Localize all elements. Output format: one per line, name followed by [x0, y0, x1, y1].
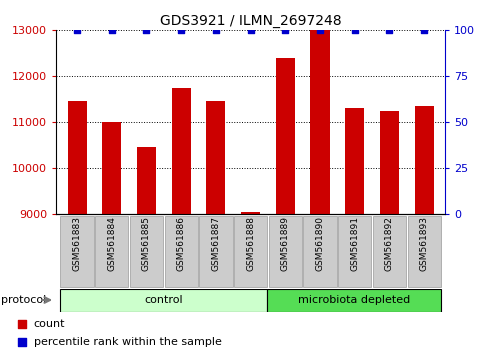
Text: GSM561889: GSM561889: [280, 216, 289, 272]
Bar: [372, 216, 406, 287]
Bar: [206, 101, 225, 214]
Text: GSM561886: GSM561886: [176, 216, 185, 272]
Point: [73, 27, 81, 33]
Bar: [102, 122, 121, 214]
Bar: [61, 216, 94, 287]
Text: control: control: [144, 295, 183, 305]
Point: [246, 27, 254, 33]
Point: [281, 27, 288, 33]
Bar: [275, 58, 294, 214]
Bar: [199, 216, 232, 287]
Bar: [303, 216, 336, 287]
Point: [212, 27, 220, 33]
Text: microbiota depleted: microbiota depleted: [297, 295, 409, 305]
Text: count: count: [34, 319, 65, 329]
Point: [419, 27, 427, 33]
Bar: [129, 216, 163, 287]
Text: percentile rank within the sample: percentile rank within the sample: [34, 337, 221, 348]
Bar: [241, 212, 260, 214]
Bar: [379, 110, 398, 214]
Bar: [345, 108, 364, 214]
Bar: [171, 87, 190, 214]
Point: [177, 27, 185, 33]
Bar: [337, 216, 371, 287]
Text: GSM561884: GSM561884: [107, 216, 116, 271]
Point: [142, 27, 150, 33]
Bar: [137, 147, 156, 214]
Bar: [268, 216, 302, 287]
Text: GSM561888: GSM561888: [245, 216, 255, 272]
Point: [18, 321, 25, 327]
Point: [350, 27, 358, 33]
Text: GSM561892: GSM561892: [384, 216, 393, 271]
Bar: [267, 289, 440, 312]
Point: [315, 27, 323, 33]
Text: protocol: protocol: [1, 295, 46, 305]
Text: GSM561883: GSM561883: [72, 216, 81, 272]
Bar: [407, 216, 440, 287]
Title: GDS3921 / ILMN_2697248: GDS3921 / ILMN_2697248: [160, 14, 341, 28]
Text: GSM561887: GSM561887: [211, 216, 220, 272]
Bar: [61, 289, 267, 312]
Text: GSM561885: GSM561885: [142, 216, 151, 272]
Bar: [67, 101, 86, 214]
Text: GSM561890: GSM561890: [315, 216, 324, 272]
Bar: [310, 30, 329, 214]
Bar: [164, 216, 198, 287]
Bar: [95, 216, 128, 287]
Bar: [233, 216, 267, 287]
Bar: [414, 106, 433, 214]
Text: GSM561893: GSM561893: [419, 216, 428, 272]
Point: [18, 340, 25, 346]
Point: [108, 27, 116, 33]
Text: GSM561891: GSM561891: [349, 216, 359, 272]
Point: [385, 27, 392, 33]
